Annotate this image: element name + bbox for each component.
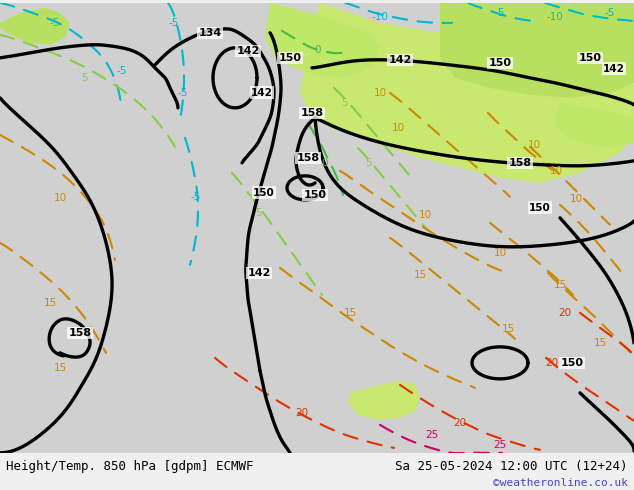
Text: 20: 20 bbox=[295, 408, 309, 418]
Text: 10: 10 bbox=[527, 140, 541, 150]
Text: 15: 15 bbox=[553, 280, 567, 290]
Text: 150: 150 bbox=[489, 58, 512, 68]
Text: 0: 0 bbox=[321, 158, 328, 168]
Polygon shape bbox=[555, 103, 634, 148]
Text: 158: 158 bbox=[508, 158, 531, 168]
Text: 142: 142 bbox=[247, 268, 271, 278]
Polygon shape bbox=[348, 381, 420, 420]
Text: 5: 5 bbox=[255, 208, 261, 218]
Text: 10: 10 bbox=[550, 166, 562, 176]
Text: 158: 158 bbox=[301, 108, 323, 118]
Text: 10: 10 bbox=[373, 88, 387, 98]
Text: 25: 25 bbox=[493, 440, 507, 450]
Text: 10: 10 bbox=[569, 194, 583, 204]
Text: Height/Temp. 850 hPa [gdpm] ECMWF: Height/Temp. 850 hPa [gdpm] ECMWF bbox=[6, 460, 254, 473]
Text: Sa 25-05-2024 12:00 UTC (12+24): Sa 25-05-2024 12:00 UTC (12+24) bbox=[395, 460, 628, 473]
Text: ©weatheronline.co.uk: ©weatheronline.co.uk bbox=[493, 478, 628, 488]
Text: 150: 150 bbox=[578, 53, 602, 63]
Text: 5: 5 bbox=[81, 73, 87, 83]
Text: 0: 0 bbox=[314, 45, 321, 55]
Text: -5: -5 bbox=[50, 18, 60, 28]
Text: -10: -10 bbox=[372, 12, 389, 22]
Text: 150: 150 bbox=[278, 53, 302, 63]
Text: 20: 20 bbox=[559, 308, 572, 318]
Polygon shape bbox=[265, 3, 380, 78]
Text: -10: -10 bbox=[547, 12, 564, 22]
Text: 15: 15 bbox=[53, 363, 67, 373]
Text: 142: 142 bbox=[388, 55, 411, 65]
Text: 10: 10 bbox=[418, 210, 432, 220]
Text: 15: 15 bbox=[593, 338, 607, 348]
Text: 142: 142 bbox=[603, 64, 625, 74]
Text: 15: 15 bbox=[344, 308, 356, 318]
Polygon shape bbox=[300, 3, 634, 183]
Text: -5: -5 bbox=[178, 88, 188, 98]
Polygon shape bbox=[0, 8, 70, 45]
Text: 150: 150 bbox=[304, 190, 327, 200]
Text: 142: 142 bbox=[236, 46, 260, 56]
Text: 158: 158 bbox=[68, 328, 91, 338]
Text: 150: 150 bbox=[560, 358, 583, 368]
Text: 15: 15 bbox=[43, 298, 56, 308]
Text: -5: -5 bbox=[605, 8, 615, 18]
Text: -5: -5 bbox=[191, 192, 201, 202]
Text: 142: 142 bbox=[251, 88, 273, 98]
Text: 10: 10 bbox=[493, 248, 507, 258]
Text: 20: 20 bbox=[545, 358, 559, 368]
Text: 158: 158 bbox=[297, 153, 320, 163]
Text: 20: 20 bbox=[453, 418, 467, 428]
Text: 5: 5 bbox=[340, 98, 347, 108]
Text: 134: 134 bbox=[198, 28, 222, 38]
Text: -5: -5 bbox=[169, 18, 179, 28]
Text: 15: 15 bbox=[413, 270, 427, 280]
Text: -5: -5 bbox=[117, 66, 127, 76]
Text: 15: 15 bbox=[501, 324, 515, 334]
Text: 5: 5 bbox=[365, 158, 372, 168]
Text: 150: 150 bbox=[529, 203, 551, 213]
Text: -5: -5 bbox=[495, 8, 505, 18]
Text: 10: 10 bbox=[391, 123, 404, 133]
Text: 25: 25 bbox=[425, 430, 439, 440]
Text: 10: 10 bbox=[53, 193, 67, 203]
Text: 150: 150 bbox=[253, 188, 275, 198]
Polygon shape bbox=[440, 3, 634, 98]
